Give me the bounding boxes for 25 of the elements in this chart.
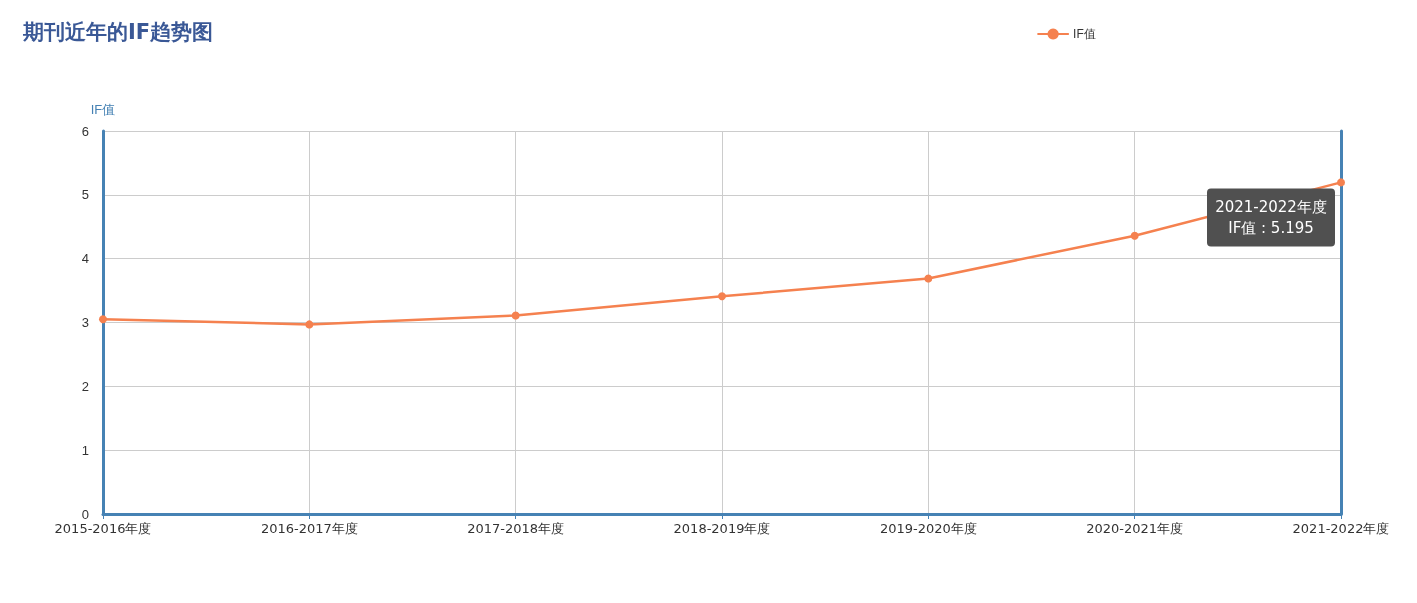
chart-title: 期刊近年的IF趋势图	[22, 19, 214, 44]
x-tick-label: 2016-2017年度	[260, 521, 358, 536]
x-tick-label: 2019-2020年度	[879, 521, 977, 536]
y-tick-label: 0	[81, 506, 89, 522]
x-tick-label: 2015-2016年度	[54, 521, 152, 536]
y-tick-label: 3	[81, 315, 89, 330]
point	[511, 311, 520, 320]
point	[1130, 231, 1139, 240]
point	[305, 320, 314, 329]
annotation: 2021-2022年度 IF值 : 5.195	[1215, 197, 1327, 237]
y-axis-title: IF值	[90, 102, 116, 117]
y-tick-label: 1	[81, 442, 89, 458]
point	[718, 292, 726, 301]
y-tick-label: 4	[81, 251, 89, 267]
y-tick-label: 2	[81, 378, 89, 394]
point	[1337, 178, 1345, 187]
x-tick-label: 2021-2022年度	[1292, 521, 1390, 536]
point	[924, 274, 933, 283]
y-tick-label: 5	[81, 187, 89, 203]
x-tick-label: 2018-2019年度	[673, 521, 771, 536]
x-tick-label: 2020-2021年度	[1086, 521, 1184, 536]
y-tick-label: 6	[81, 123, 89, 139]
x-tick-label: 2017-2018年度	[467, 521, 565, 536]
point	[99, 315, 107, 324]
legend-label: IF值	[1073, 27, 1096, 41]
